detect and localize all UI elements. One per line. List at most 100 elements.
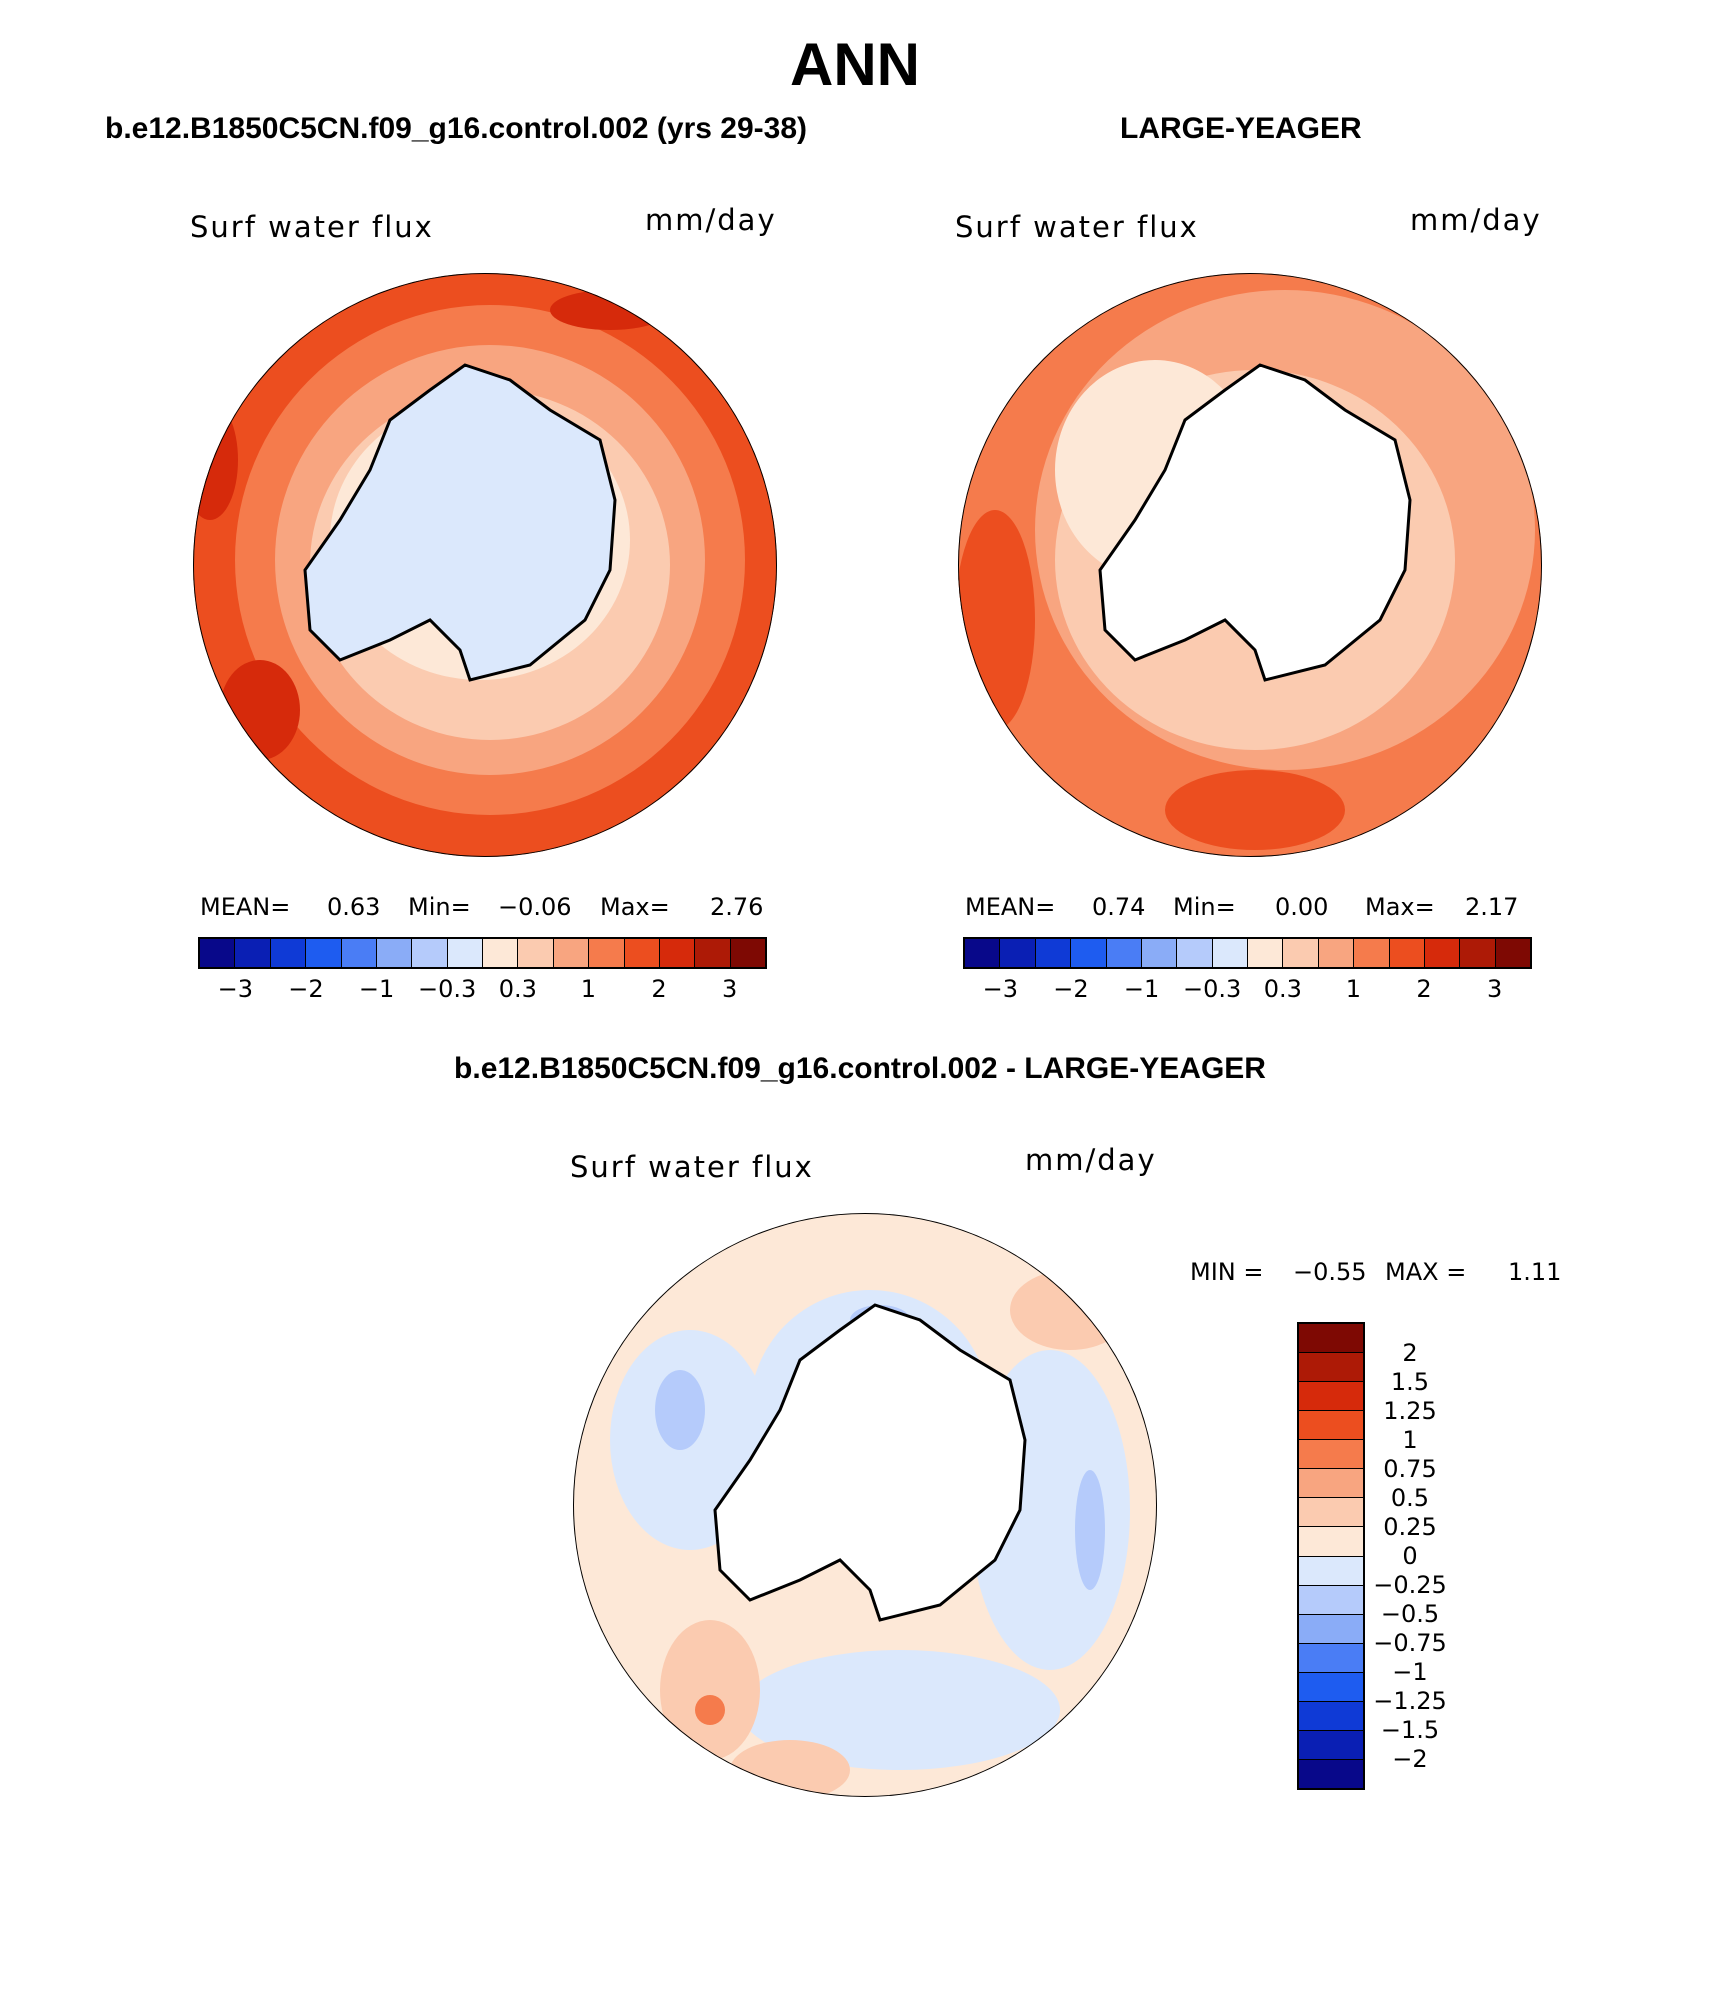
colorbar-swatch <box>1354 939 1390 967</box>
colorbar-tick-label: −1 <box>358 975 395 1003</box>
colorbar-tick-label: 2 <box>1416 975 1432 1003</box>
field-label: Surf water flux <box>955 210 1199 244</box>
colorbar-swatch <box>1283 939 1319 967</box>
diff-max-value: 1.11 <box>1508 1258 1562 1286</box>
colorbar-tick-label: −0.3 <box>418 975 477 1003</box>
colorbar-swatch <box>1212 939 1248 967</box>
colorbar-swatch <box>483 939 519 967</box>
diff-min-value: −0.55 <box>1293 1258 1367 1286</box>
colorbar-tick-label: −0.75 <box>1373 1629 1447 1657</box>
colorbar-swatch <box>376 939 413 967</box>
colorbar-swatch <box>730 939 765 967</box>
colorbar-tick-label: 1 <box>1345 975 1362 1003</box>
colorbar-swatch <box>1000 939 1036 967</box>
colorbar-swatch <box>270 939 307 967</box>
colorbar-tick-label: 2 <box>651 975 667 1003</box>
colorbar-tick-label: −1 <box>1123 975 1160 1003</box>
colorbar-swatch <box>1299 1701 1363 1731</box>
units-label: mm/day <box>1025 1143 1157 1177</box>
panel-heading-diff: b.e12.B1850C5CN.f09_g16.control.002 - LA… <box>454 1052 1266 1085</box>
colorbar <box>198 937 767 969</box>
map-obs <box>958 273 1542 857</box>
map-control <box>193 273 777 857</box>
colorbar-tick-label: 1.5 <box>1390 1368 1430 1396</box>
colorbar-swatch <box>412 939 448 967</box>
units-label: mm/day <box>645 203 777 237</box>
max-label: Max= <box>600 893 670 921</box>
colorbar-tick-label: 3 <box>1487 975 1503 1003</box>
colorbar-swatch <box>1106 939 1142 967</box>
mean-value: 0.63 <box>327 893 381 921</box>
colorbar-tick-label: −3 <box>217 975 254 1003</box>
colorbar-swatch <box>518 939 554 967</box>
colorbar-swatch <box>1299 1382 1363 1412</box>
panel-heading-control: b.e12.B1850C5CN.f09_g16.control.002 (yrs… <box>105 112 808 145</box>
map-difference <box>573 1213 1157 1797</box>
colorbar-swatch <box>1299 1759 1363 1788</box>
colorbar-swatch <box>1299 1498 1363 1528</box>
colorbar-swatch <box>341 939 377 967</box>
max-value: 2.76 <box>710 893 764 921</box>
colorbar-tick-label: 0 <box>1402 1542 1418 1570</box>
colorbar-tick-label: −0.25 <box>1373 1571 1447 1599</box>
colorbar-swatch <box>1248 939 1284 967</box>
colorbar-tick-label: −0.5 <box>1380 1600 1440 1628</box>
mean-label: MEAN= <box>965 893 1056 921</box>
colorbar-swatch <box>695 939 731 967</box>
colorbar-tick-label: 0.3 <box>498 975 537 1003</box>
mean-value: 0.74 <box>1092 893 1146 921</box>
min-label: Min= <box>1173 893 1236 921</box>
field-label: Surf water flux <box>190 210 434 244</box>
colorbar-tick-label: 1.25 <box>1383 1397 1437 1425</box>
colorbar-tick-label: 3 <box>722 975 738 1003</box>
colorbar-swatch <box>1035 939 1072 967</box>
colorbar-swatch <box>306 939 342 967</box>
colorbar-swatch <box>589 939 625 967</box>
field-label: Surf water flux <box>570 1150 814 1184</box>
colorbar-swatch <box>1299 1556 1363 1586</box>
colorbar-swatch <box>965 939 1001 967</box>
colorbar-swatch <box>1299 1643 1363 1673</box>
colorbar-tick-label: −0.3 <box>1183 975 1242 1003</box>
colorbar-swatch <box>1071 939 1107 967</box>
colorbar-swatch <box>447 939 483 967</box>
colorbar-tick-label: −2 <box>288 975 324 1003</box>
colorbar-swatch <box>200 939 236 967</box>
colorbar-tick-label: 0.75 <box>1383 1455 1437 1483</box>
difference-colorbar <box>1297 1322 1365 1790</box>
colorbar <box>963 937 1532 969</box>
colorbar-swatch <box>1424 939 1461 967</box>
colorbar-swatch <box>1299 1324 1363 1354</box>
colorbar-swatch <box>1141 939 1178 967</box>
colorbar-swatch <box>1299 1469 1363 1499</box>
max-value: 2.17 <box>1465 893 1519 921</box>
colorbar-tick-label: 0.5 <box>1390 1484 1430 1512</box>
colorbar-tick-label: −1.25 <box>1373 1687 1447 1715</box>
colorbar-swatch <box>1299 1730 1363 1760</box>
max-label: Max= <box>1365 893 1435 921</box>
diff-min-label: MIN = <box>1190 1258 1264 1286</box>
colorbar-tick-label: −2 <box>1392 1745 1428 1773</box>
colorbar-tick-label: −1.5 <box>1380 1716 1440 1744</box>
min-value: −0.06 <box>498 893 572 921</box>
colorbar-tick-label: −1 <box>1392 1658 1428 1686</box>
colorbar-swatch <box>1299 1614 1363 1644</box>
colorbar-swatch <box>1299 1527 1363 1557</box>
colorbar-swatch <box>1460 939 1496 967</box>
colorbar-swatch <box>1299 1353 1363 1383</box>
colorbar-tick-label: 0.25 <box>1383 1513 1437 1541</box>
colorbar-swatch <box>659 939 696 967</box>
colorbar-swatch <box>1389 939 1425 967</box>
colorbar-tick-label: 0.3 <box>1263 975 1302 1003</box>
min-value: 0.00 <box>1275 893 1329 921</box>
colorbar-swatch <box>235 939 271 967</box>
colorbar-swatch <box>1299 1440 1363 1470</box>
colorbar-tick-label: 2 <box>1402 1339 1418 1367</box>
units-label: mm/day <box>1410 203 1542 237</box>
colorbar-tick-label: 1 <box>580 975 597 1003</box>
colorbar-swatch <box>1299 1585 1363 1615</box>
colorbar-swatch <box>1299 1672 1363 1702</box>
colorbar-tick-label: −2 <box>1053 975 1089 1003</box>
colorbar-tick-label: 1 <box>1402 1426 1418 1454</box>
colorbar-swatch <box>1177 939 1213 967</box>
